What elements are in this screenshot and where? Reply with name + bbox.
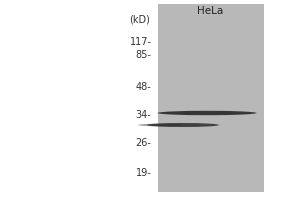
Ellipse shape: [158, 111, 256, 115]
Text: (kD): (kD): [129, 15, 150, 25]
Text: 117-: 117-: [130, 37, 152, 47]
Ellipse shape: [138, 124, 183, 126]
Text: 26-: 26-: [136, 138, 152, 148]
Text: 19-: 19-: [136, 168, 152, 178]
Text: 48-: 48-: [136, 82, 152, 92]
Text: HeLa: HeLa: [197, 6, 223, 16]
Text: 85-: 85-: [136, 50, 152, 60]
Ellipse shape: [147, 123, 219, 127]
Bar: [158, 4, 264, 192]
Text: 34-: 34-: [136, 110, 152, 120]
